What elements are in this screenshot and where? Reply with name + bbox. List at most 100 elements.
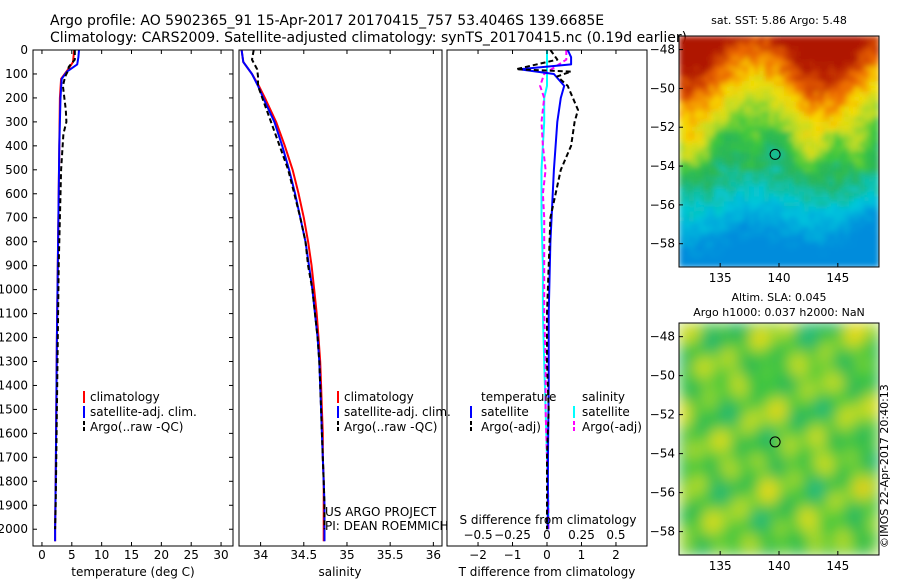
salinity-panel: 34 34.5 35 35.5 36 salinity climatology sate…: [238, 49, 451, 579]
sst-lat-label: −48: [650, 43, 675, 57]
sst-map-title: sat. SST: 5.86 Argo: 5.48: [711, 14, 847, 27]
depth-tick-label: 1200: [0, 331, 28, 345]
sal-argo-line: [251, 50, 326, 530]
profile-title: Argo profile: AO 5902365_91 15-Apr-2017 …: [50, 13, 605, 29]
sla-float-marker: [769, 436, 781, 448]
project-annotation: US ARGO PROJECT: [325, 505, 437, 519]
sla-lat-label: −48: [650, 330, 675, 344]
depth-tick-label: 1500: [0, 402, 28, 416]
sla-lat-label: −54: [650, 447, 675, 461]
legend-climatology: climatology: [344, 390, 414, 404]
sal-climatology-line: [240, 50, 325, 542]
salinity-legend: climatology satellite-adj. clim. Argo(..…: [337, 390, 451, 434]
legend-t-argo: Argo(-adj): [481, 420, 541, 434]
sst-field: [679, 36, 879, 267]
sla-lon-label: 145: [826, 559, 849, 573]
legend-satellite: satellite-adj. clim.: [344, 405, 451, 419]
temp-argo-line: [54, 50, 76, 530]
sst-lat-label: −52: [650, 120, 675, 134]
diff-temp-argo-line: [515, 50, 579, 530]
temperature-x-tick-label: 5: [68, 548, 76, 562]
legend-s-satellite: satellite: [582, 405, 630, 419]
salinity-axis-label: salinity: [318, 565, 361, 579]
temperature-legend: climatology satellite-adj. clim. Argo(..…: [83, 390, 197, 434]
tdiff-x-tick-label: −1: [504, 548, 522, 562]
temperature-x-tick-label: 10: [94, 548, 109, 562]
sla-map-subtitle: Argo h1000: 0.037 h2000: NaN: [693, 306, 865, 319]
tdiff-x-tick-label: −2: [469, 548, 487, 562]
depth-tick-label: 1300: [0, 354, 28, 368]
depth-tick-label: 1900: [0, 498, 28, 512]
depth-tick-label: 600: [5, 187, 28, 201]
sst-map-panel: sat. SST: 5.86 Argo: 5.48 135 140 145 −48 −5…: [650, 14, 880, 285]
sst-lat-label: −56: [650, 198, 675, 212]
s-difference-axis-label: S difference from climatology: [460, 513, 637, 527]
sst-lon-label: 135: [709, 271, 732, 285]
difference-legend-temperature: temperature satellite Argo(-adj): [470, 390, 556, 434]
depth-tick-label: 1400: [0, 378, 28, 392]
depth-tick-label: 1600: [0, 426, 28, 440]
imos-timestamp: ©IMOS 22-Apr-2017 20:40:13: [878, 384, 891, 548]
depth-tick-label: 800: [5, 235, 28, 249]
depth-tick-label: 400: [5, 139, 28, 153]
sdiff-tick-label: 0.25: [568, 528, 595, 542]
sst-lat-label: −50: [650, 81, 675, 95]
temperature-x-tick-label: 20: [154, 548, 169, 562]
legend-temperature-title: temperature: [481, 390, 556, 404]
sst-float-marker: [769, 148, 781, 160]
sdiff-tick-label: 0.5: [606, 528, 625, 542]
salinity-x-tick-label: 34.5: [290, 548, 317, 562]
legend-satellite: satellite-adj. clim.: [90, 405, 197, 419]
temperature-x-tick-label: 0: [38, 548, 46, 562]
salinity-x-tick-label: 34: [253, 548, 268, 562]
diff-sal-satellite-line: [540, 50, 550, 530]
depth-tick-label: 0: [20, 43, 28, 57]
sdiff-tick-label: −0.5: [463, 528, 492, 542]
depth-tick-label: 500: [5, 163, 28, 177]
sst-lon-label: 140: [768, 271, 791, 285]
sla-map-title: Altim. SLA: 0.045: [731, 291, 826, 304]
temperature-x-tick-label: 30: [213, 548, 228, 562]
depth-tick-label: 100: [5, 67, 28, 81]
legend-argo: Argo(..raw -QC): [344, 420, 437, 434]
temperature-axis-label: temperature (deg C): [71, 565, 194, 579]
sla-lat-label: −58: [650, 525, 675, 539]
difference-legend-salinity: salinity satellite Argo(-adj): [573, 390, 642, 434]
temperature-x-tick-label: 15: [124, 548, 139, 562]
tdiff-x-tick-label: 1: [578, 548, 586, 562]
legend-salinity-title: salinity: [582, 390, 625, 404]
depth-tick-label: 900: [5, 259, 28, 273]
sla-lat-label: −50: [650, 369, 675, 383]
sst-lat-label: −58: [650, 237, 675, 251]
sla-lat-label: −56: [650, 486, 675, 500]
sla-lon-label: 135: [709, 559, 732, 573]
sla-lat-label: −52: [650, 408, 675, 422]
legend-climatology: climatology: [90, 390, 160, 404]
legend-t-satellite: satellite: [481, 405, 529, 419]
t-difference-axis-label: T difference from climatology: [458, 565, 636, 579]
depth-tick-label: 200: [5, 91, 28, 105]
difference-panel: −2 −1 0 1 2 −0.5 −0.25 0 0.25 0.5 T difference f…: [446, 49, 648, 579]
legend-argo: Argo(..raw -QC): [90, 420, 183, 434]
sal-satellite-line: [240, 50, 326, 542]
depth-tick-label: 700: [5, 211, 28, 225]
sdiff-tick-label: −0.25: [494, 528, 531, 542]
depth-tick-label: 1000: [0, 283, 28, 297]
sla-lon-label: 140: [768, 559, 791, 573]
sst-lon-label: 145: [826, 271, 849, 285]
temperature-panel: 0 5 10 15 20 25 30 0 100 200 300 400 500 600 700 800 90…: [0, 43, 234, 579]
tdiff-x-tick-label: 0: [543, 548, 551, 562]
salinity-x-tick-label: 35: [339, 548, 354, 562]
sst-lat-label: −54: [650, 159, 675, 173]
salinity-x-tick-label: 35.5: [377, 548, 404, 562]
sla-map-panel: Altim. SLA: 0.045 Argo h1000: 0.037 h200…: [650, 291, 880, 573]
salinity-x-tick-label: 36: [426, 548, 441, 562]
pi-annotation: PI: DEAN ROEMMICH: [325, 519, 448, 533]
depth-tick-label: 2000: [0, 522, 28, 536]
depth-tick-label: 1800: [0, 474, 28, 488]
tdiff-x-tick-label: 2: [612, 548, 620, 562]
temperature-x-tick-label: 25: [184, 548, 199, 562]
depth-tick-label: 1700: [0, 450, 28, 464]
sdiff-tick-label: 0: [543, 528, 551, 542]
